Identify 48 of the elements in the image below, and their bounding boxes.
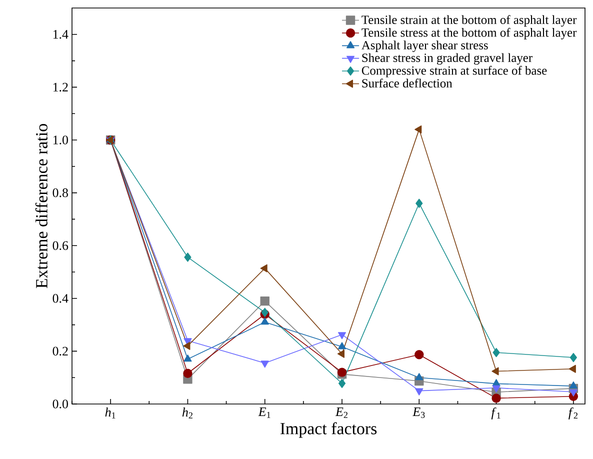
y-tick-label: 0.4 xyxy=(52,294,68,303)
y-tick-label: 0.2 xyxy=(52,346,68,356)
point xyxy=(492,385,500,392)
point xyxy=(183,342,190,350)
y-tick-label: 1.2 xyxy=(53,82,68,92)
point xyxy=(414,350,424,360)
legend-label: Asphalt layer shear stress xyxy=(362,40,488,52)
x-tick-label: h$_{1}$ xyxy=(105,408,116,418)
x-axis-title: Impact factors xyxy=(280,422,377,438)
point xyxy=(415,388,424,396)
y-tick-label: 1.0 xyxy=(53,136,68,144)
point xyxy=(415,373,424,380)
point xyxy=(338,342,346,350)
legend-label: Tensile stress at the bottom of asphalt layer xyxy=(362,28,577,40)
x-tick-label: E$_{3}$ xyxy=(412,408,425,418)
point xyxy=(338,378,346,388)
y-tick-label: 1.4 xyxy=(53,30,68,39)
y-tick-label: 0.6 xyxy=(52,241,68,250)
point xyxy=(184,354,192,362)
x-tick-label: E$_{2}$ xyxy=(335,408,348,418)
point xyxy=(414,125,422,134)
point xyxy=(337,350,345,358)
point xyxy=(184,252,192,262)
legend-label: Surface deflection xyxy=(362,78,452,88)
point xyxy=(569,381,578,389)
x-tick-label: h$_{2}$ xyxy=(182,408,192,418)
point xyxy=(260,264,268,272)
point xyxy=(568,364,576,373)
point xyxy=(492,367,499,376)
x-tick-label: E$_{1}$ xyxy=(258,408,270,418)
legend-label: Shear stress in graded gravel layer xyxy=(362,53,532,65)
y-tick-label: 0.8 xyxy=(52,188,68,198)
point xyxy=(416,198,423,208)
x-tick-label: f$_{2}$ xyxy=(568,408,578,420)
legend-label: Tensile strain at the bottom of asphalt layer xyxy=(362,15,577,27)
point xyxy=(260,318,269,325)
point xyxy=(260,296,270,306)
legend-label: Compressive strain at surface of base xyxy=(362,66,547,78)
y-axis-title: Extreme difference ratio xyxy=(35,124,48,288)
y-tick-label: 0.0 xyxy=(52,400,68,408)
point xyxy=(492,348,500,358)
point xyxy=(183,368,192,378)
x-tick-label: f$_{1}$ xyxy=(491,408,500,420)
point xyxy=(570,352,577,362)
point xyxy=(569,389,578,396)
point xyxy=(260,360,269,368)
point xyxy=(492,394,501,403)
point xyxy=(338,332,346,340)
